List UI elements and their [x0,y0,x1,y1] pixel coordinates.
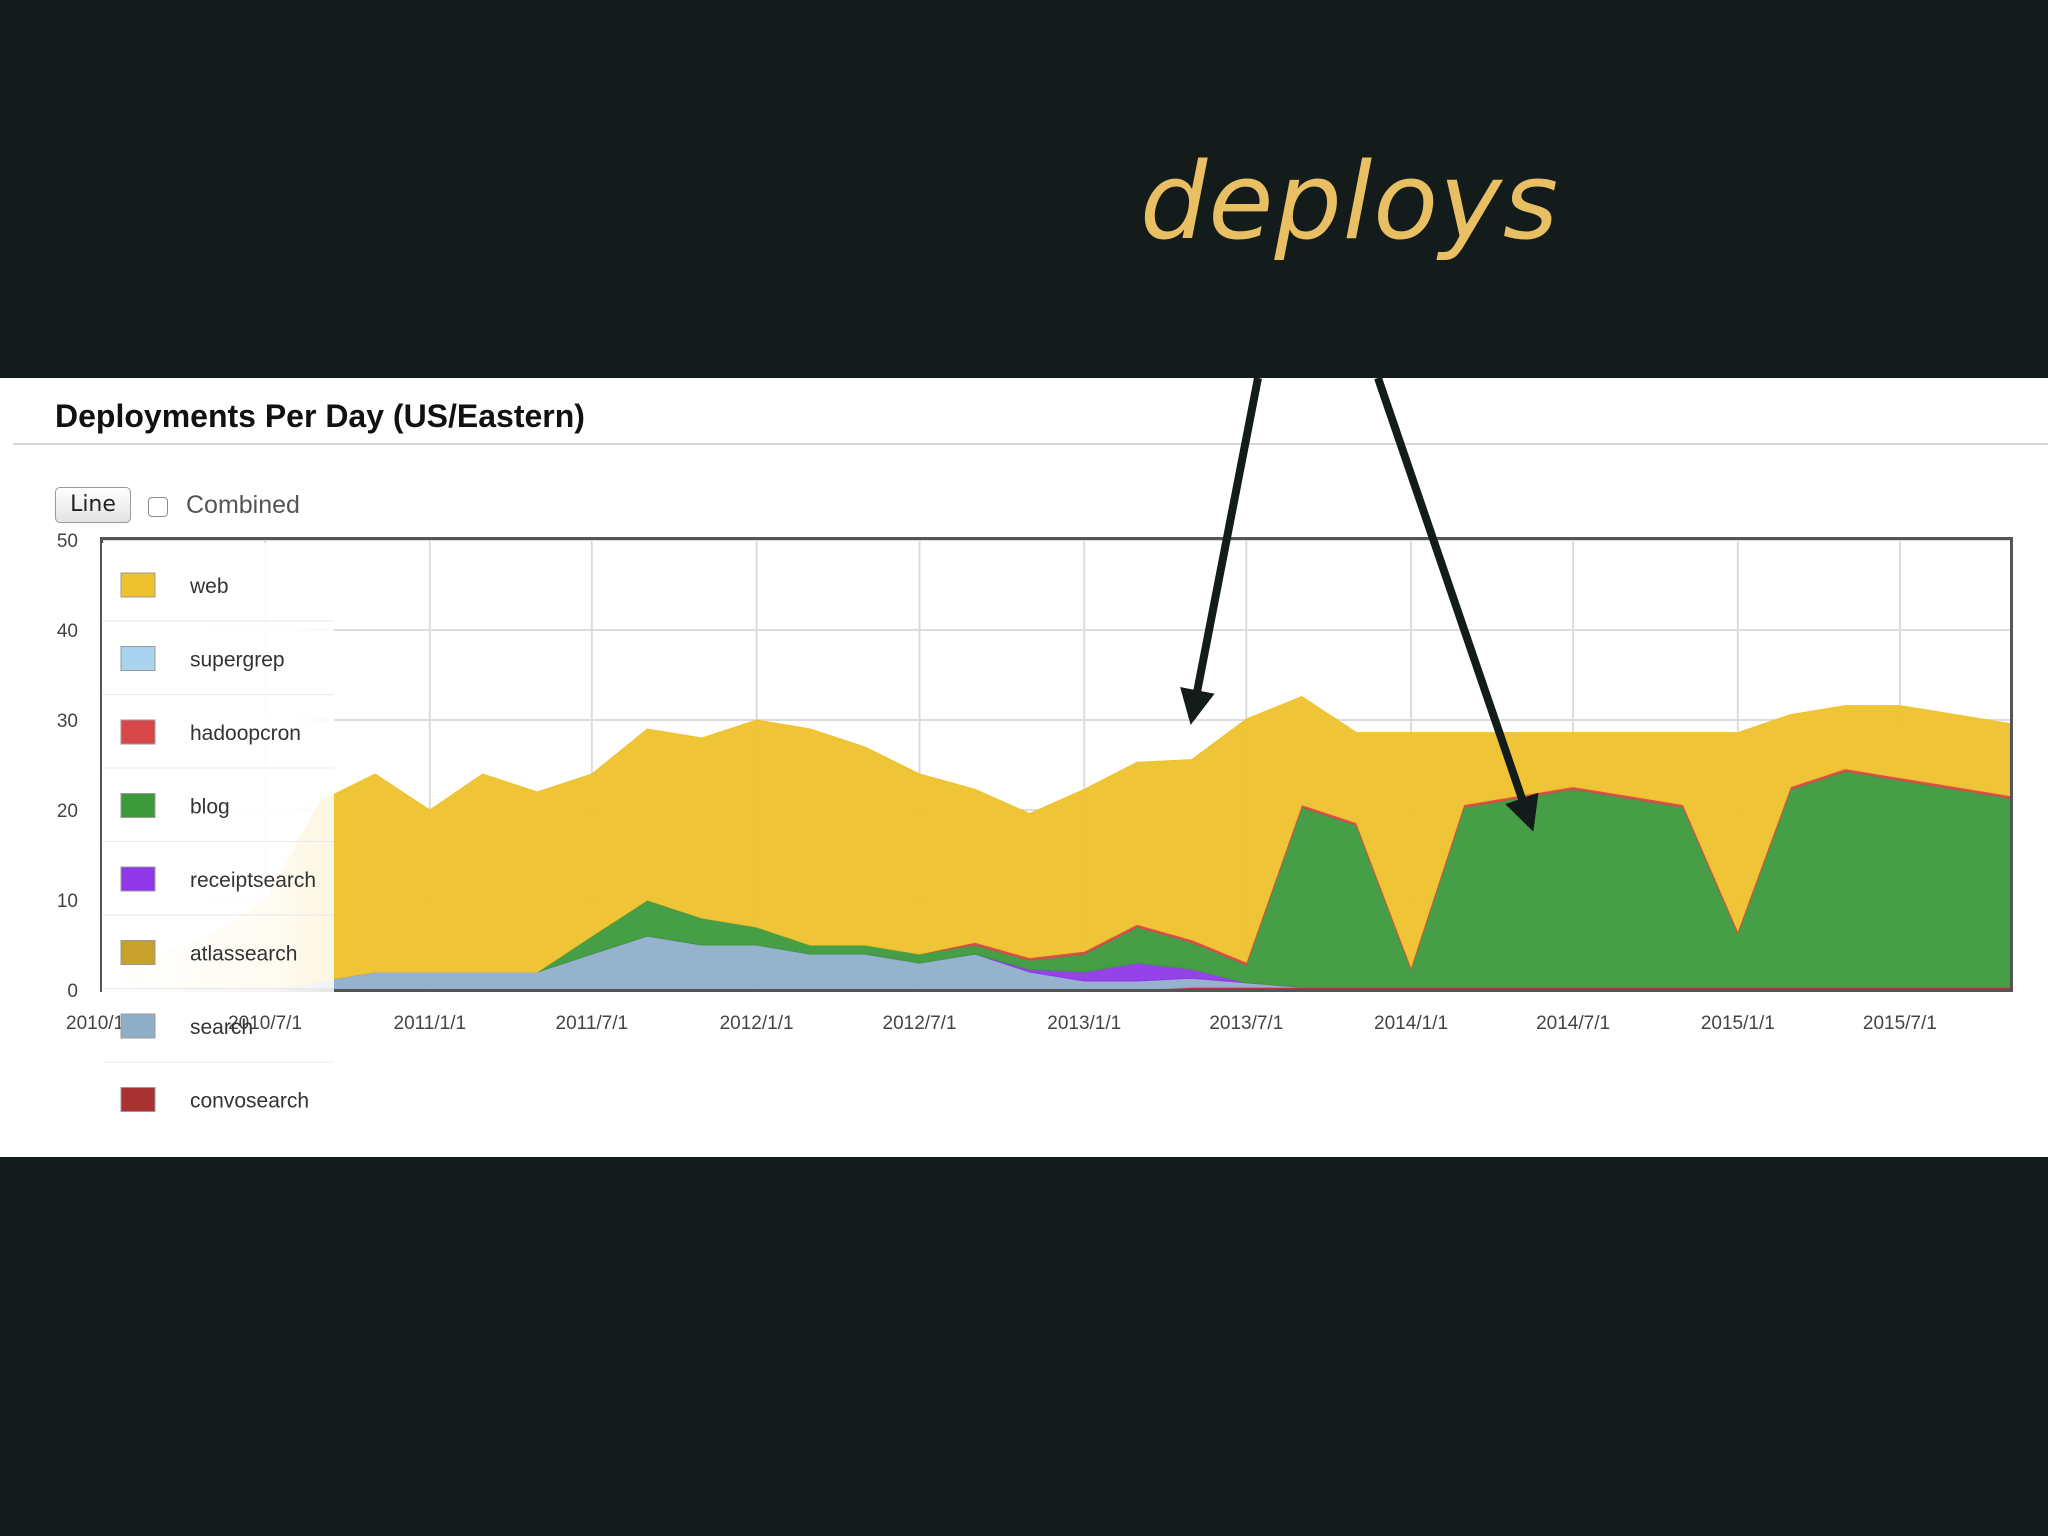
x-tick-label: 2011/1/1 [394,1013,467,1034]
legend-swatch [120,793,156,818]
legend[interactable]: web supergrep hadoopcron blog receiptsearch a… [103,572,334,1113]
legend-label: blog [190,796,230,819]
chart-series-layer [103,696,2010,990]
panel-divider [13,443,2048,445]
legend-item-supergrep[interactable]: supergrep [103,646,334,695]
legend-item-hadoopcron[interactable]: hadoopcron [103,719,334,769]
legend-item-blog[interactable]: blog [103,793,334,842]
legend-swatch [120,572,156,598]
y-axis: 0 10 20 30 40 50 [57,531,78,1002]
combined-checkbox[interactable] [148,497,168,517]
x-tick-label: 2010/7/1 [228,1013,302,1034]
x-tick-label: 2015/7/1 [1863,1013,1937,1034]
y-tick-label: 0 [67,981,78,1002]
legend-swatch [120,646,156,671]
x-tick-label: 2013/1/1 [1047,1013,1121,1034]
y-tick-label: 20 [57,801,78,822]
legend-label: receiptsearch [190,869,316,892]
legend-item-receiptsearch[interactable]: receiptsearch [103,866,334,916]
plot-frame [100,537,2013,992]
chart-panel-title: Deployments Per Day (US/Eastern) [55,398,585,434]
legend-label: supergrep [190,649,285,672]
legend-swatch [120,719,156,745]
x-tick-label: 2015/1/1 [1701,1013,1775,1034]
legend-item-convosearch[interactable]: convosearch [120,1087,309,1113]
x-tick-label: 2012/7/1 [883,1013,957,1034]
legend-swatch [120,1013,156,1039]
legend-label: web [189,575,229,598]
legend-label: hadoopcron [190,722,301,745]
y-tick-label: 10 [57,891,78,912]
x-tick-label: 2013/7/1 [1209,1013,1283,1034]
x-tick-label: 2012/1/1 [720,1013,794,1034]
legend-item-web[interactable]: web [103,572,334,622]
legend-swatch [120,940,156,965]
y-tick-label: 30 [57,711,78,732]
legend-label: search [190,1016,253,1039]
legend-swatch [120,866,156,892]
legend-item-search[interactable]: search [103,1013,334,1063]
chart-panel: Deployments Per Day (US/Eastern) Line Co… [0,378,2048,1157]
legend-swatch [120,1087,156,1112]
x-tick-label: 2014/1/1 [1374,1013,1448,1034]
x-tick-label: 2011/7/1 [556,1013,629,1034]
legend-item-atlassearch[interactable]: atlassearch [103,940,334,989]
x-tick-label: 2014/7/1 [1536,1013,1610,1034]
slide-title: deploys [1140,140,1560,263]
y-tick-label: 40 [57,621,78,642]
legend-label: convosearch [190,1090,309,1113]
line-button[interactable]: Line [55,487,131,523]
legend-label: atlassearch [190,943,297,966]
y-tick-label: 50 [57,531,78,552]
x-axis: 2010/1/1 2010/7/1 2011/1/1 2011/7/1 2012/1/1… [66,1013,1937,1034]
combined-label: Combined [186,491,300,519]
legend-panel [102,543,334,1001]
